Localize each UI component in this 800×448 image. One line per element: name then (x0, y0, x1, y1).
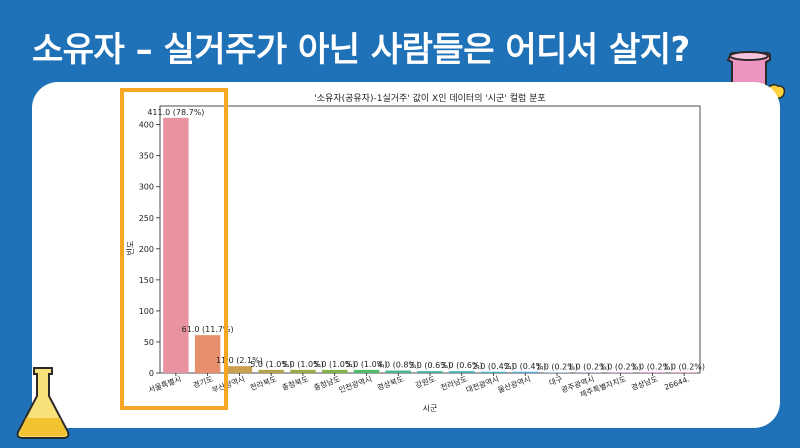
bar-value-label: 11.0 (2.1%) (216, 356, 263, 365)
bars: 411.0 (78.7%)61.0 (11.7%)11.0 (2.1%)5.0 … (147, 108, 705, 374)
bar (671, 372, 697, 373)
x-tick-label: 26644. (663, 374, 691, 391)
y-tick-label: 150 (139, 276, 154, 285)
bar-value-label: 4.0 (0.8%) (377, 361, 419, 370)
y-tick-label: 100 (139, 307, 154, 316)
x-tick-label: 전라북도 (248, 373, 277, 392)
x-tick-label: 경상북도 (376, 373, 405, 392)
chart-card (32, 82, 780, 428)
bar (449, 371, 475, 373)
bar-value-label: 1.0 (0.2%) (631, 362, 673, 371)
x-tick-label: 인천광역시 (337, 373, 373, 394)
bar-value-label: 5.0 (1.0%) (346, 360, 388, 369)
bar (322, 369, 348, 373)
y-tick-label: 400 (139, 121, 154, 130)
bar-value-label: 2.0 (0.4%) (473, 362, 515, 371)
bar-value-label: 1.0 (0.2%) (600, 362, 642, 371)
y-tick-label: 0 (149, 369, 154, 378)
bar-value-label: 1.0 (0.2%) (663, 362, 705, 371)
bar (576, 372, 602, 373)
y-axis-label: 빈도 (126, 241, 135, 256)
y-tick-label: 50 (144, 338, 154, 347)
bar-value-label: 3.0 (0.6%) (441, 361, 483, 370)
bar (353, 369, 380, 373)
bar (226, 366, 253, 373)
bar (512, 371, 538, 373)
bar (163, 117, 189, 374)
x-tick-label: 울산광역시 (496, 373, 532, 394)
y-axis: 0 50 100 150 200 250 300 350 400 (139, 121, 160, 378)
x-axis-label: 시군 (423, 404, 438, 413)
bar (258, 369, 284, 373)
x-tick-label: 전라남도 (439, 373, 468, 392)
bar-value-label: 411.0 (78.7%) (147, 108, 204, 117)
flask-decoration-icon (16, 367, 70, 439)
slide-title: 소유자 – 실거주가 아닌 사람들은 어디서 살지? (32, 30, 690, 70)
bar (417, 371, 443, 373)
x-tick-label: 강원도 (414, 373, 437, 390)
bar-value-label: 1.0 (0.2%) (568, 362, 610, 371)
x-tick-label: 충청북도 (281, 374, 310, 392)
bar-value-label: 1.0 (0.2%) (536, 362, 578, 371)
bar-value-label: 2.0 (0.4%) (504, 362, 546, 371)
x-tick-label: 충청남도 (312, 374, 341, 392)
bar-value-label: 5.0 (1.0%) (314, 360, 356, 369)
x-tick-label: 경상남도 (630, 373, 659, 392)
bar (480, 371, 507, 373)
y-tick-label: 300 (139, 183, 154, 192)
bar (290, 369, 316, 373)
bar (194, 335, 221, 373)
bar (385, 370, 411, 373)
bar-value-label: 61.0 (11.7%) (182, 325, 234, 334)
y-tick-label: 200 (139, 245, 154, 254)
plot-area (159, 105, 701, 374)
bar (607, 372, 634, 373)
bar (544, 372, 570, 373)
bar (639, 372, 666, 373)
y-tick-label: 250 (139, 214, 154, 223)
bar-value-label: 3.0 (0.6%) (409, 361, 451, 370)
x-tick-label: 대구 (548, 374, 564, 387)
bar-value-label: 5.0 (1.0%) (282, 360, 324, 369)
highlight-box (120, 88, 228, 410)
bar-value-label: 5.0 (1.0%) (250, 360, 292, 369)
chart-title: '소유자(공유자)-1실거주' 값이 X인 데이터의 '시군' 컬럼 분포 (314, 92, 545, 104)
y-tick-label: 350 (139, 152, 154, 161)
x-tick-label: 대전광역시 (464, 373, 500, 394)
